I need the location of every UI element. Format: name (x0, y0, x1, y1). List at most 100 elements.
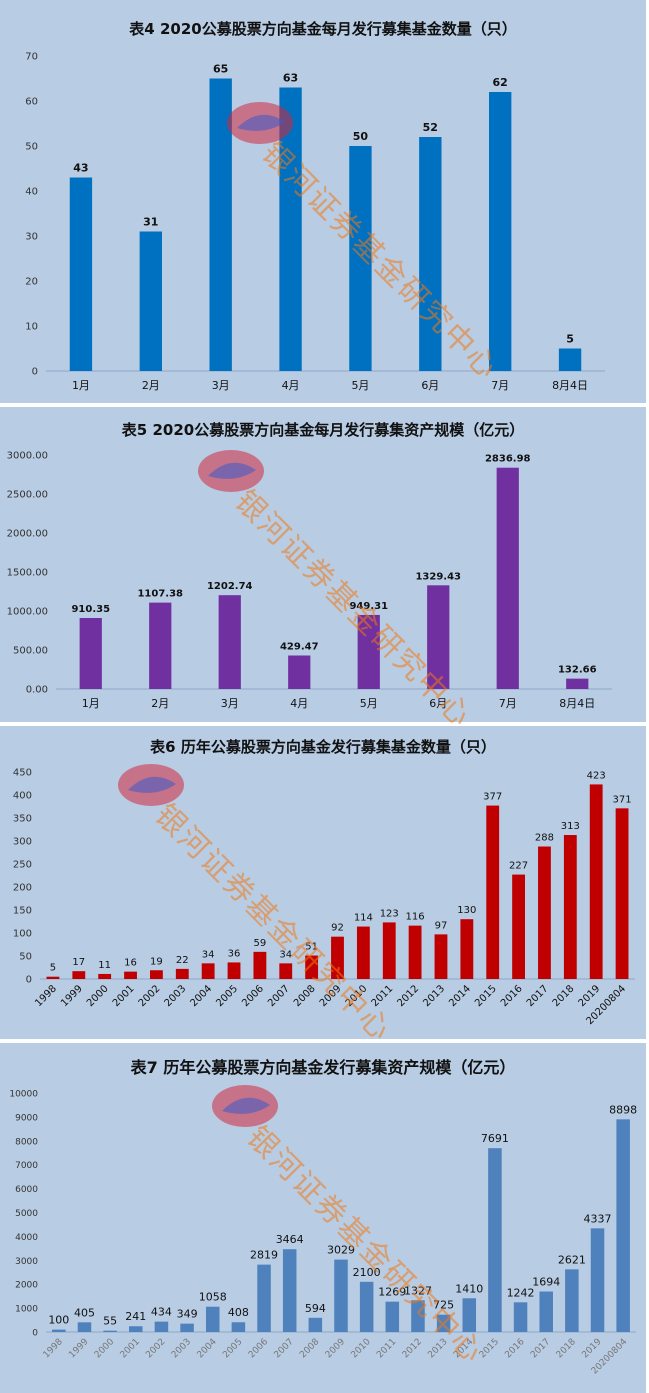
data-label: 51 (305, 942, 318, 953)
data-label: 288 (535, 833, 554, 844)
x-tick-label: 6月 (429, 697, 447, 710)
y-tick-label: 50 (19, 952, 32, 963)
x-tick-label: 5月 (360, 697, 378, 710)
bar (209, 78, 232, 371)
data-label: 2100 (353, 1266, 381, 1279)
bar (257, 1264, 271, 1332)
bar (282, 1249, 297, 1332)
data-label: 132.66 (558, 665, 597, 676)
bar-chart-monthly-assets: 0.00 500.00 1000.00 1500.00 2000.00 2500.00 30… (0, 407, 646, 722)
x-tick-label: 1月 (82, 697, 100, 710)
y-tick-label: 0 (32, 367, 38, 378)
data-label: 7691 (481, 1132, 509, 1145)
y-tick-label: 9000 (15, 1113, 38, 1123)
data-label: 34 (279, 949, 292, 960)
data-label: 34 (202, 949, 215, 960)
y-tick-label: 0.00 (26, 685, 48, 696)
bar (334, 1259, 348, 1332)
bar (460, 919, 474, 979)
data-label: 31 (143, 216, 158, 229)
data-label: 2819 (250, 1249, 278, 1262)
y-tick-label: 7000 (15, 1161, 38, 1171)
data-label: 3464 (276, 1233, 304, 1246)
bar (382, 922, 396, 979)
y-tick-label: 10 (25, 322, 38, 333)
x-tick-label: 1月 (72, 379, 90, 392)
y-tick-label: 500.00 (13, 646, 48, 657)
y-tick-label: 10000 (9, 1090, 38, 1100)
data-label: 1327 (404, 1284, 432, 1297)
data-label: 1058 (199, 1291, 227, 1304)
chart-panel-monthly-count: 0 10 20 30 40 50 60 70 43 1月 31 2月 65 3月 63 4月 50 5月 52 6月 6… (0, 0, 646, 403)
data-label: 63 (283, 72, 298, 85)
bar (79, 617, 102, 689)
y-tick-label: 2000 (15, 1281, 38, 1291)
data-label: 130 (457, 905, 476, 916)
bar (616, 1119, 630, 1332)
y-tick-label: 2500.00 (7, 490, 48, 501)
data-label: 11 (98, 960, 111, 971)
bar (305, 955, 319, 979)
y-tick-label: 30 (25, 232, 38, 243)
bar (356, 926, 370, 979)
y-tick-label: 3000 (15, 1257, 38, 1267)
y-tick-label: 2000.00 (7, 529, 48, 540)
data-label: 17 (72, 957, 85, 968)
data-label: 1202.74 (207, 581, 253, 592)
data-label: 405 (74, 1306, 95, 1319)
y-tick-label: 20 (25, 277, 38, 288)
data-label: 1694 (532, 1276, 560, 1289)
bar (231, 1322, 246, 1332)
data-label: 3029 (327, 1244, 355, 1257)
bar-chart-yearly-assets: 0 1000 2000 3000 4000 5000 6000 7000 8000 9000 100… (0, 1043, 646, 1393)
bar (357, 614, 380, 689)
bar (180, 1323, 194, 1332)
y-tick-label: 50 (25, 142, 38, 153)
x-tick-label: 4月 (282, 379, 300, 392)
data-label: 1410 (455, 1282, 483, 1295)
bar (154, 1321, 169, 1332)
y-tick-label: 1000 (15, 1305, 38, 1315)
chart-panel-yearly-assets: 0 1000 2000 3000 4000 5000 6000 7000 8000 9000 100… (0, 1043, 646, 1393)
y-tick-label: 3000.00 (7, 451, 48, 462)
bar (279, 87, 302, 371)
bar (419, 137, 442, 371)
data-label: 429.47 (280, 642, 319, 653)
bar (98, 973, 112, 979)
y-tick-label: 150 (13, 906, 32, 917)
x-tick-label: 5月 (351, 379, 369, 392)
data-label: 36 (228, 948, 241, 959)
data-label: 949.31 (349, 601, 388, 612)
bar (462, 1298, 477, 1332)
data-label: 1107.38 (137, 589, 183, 600)
y-tick-label: 70 (25, 52, 38, 63)
y-tick-label: 350 (13, 814, 32, 825)
bar (512, 874, 526, 979)
data-label: 16 (124, 958, 137, 969)
data-label: 59 (254, 938, 267, 949)
y-tick-label: 60 (25, 97, 38, 108)
data-label: 62 (493, 76, 508, 89)
bar (385, 1301, 400, 1332)
data-label: 116 (406, 912, 425, 923)
data-label: 313 (561, 821, 580, 832)
data-label: 52 (423, 121, 438, 134)
bar (359, 1281, 374, 1332)
y-tick-label: 1500.00 (7, 568, 48, 579)
chart-panel-yearly-count: 0 50 100 150 200 250 300 350 400 450 5 1998 17 1999 11… (0, 726, 646, 1039)
bar (124, 971, 137, 979)
bar (52, 1329, 66, 1332)
y-tick-label: 8000 (15, 1137, 38, 1147)
bar (496, 467, 519, 689)
x-tick-label: 2月 (142, 379, 160, 392)
y-tick-label: 40 (25, 187, 38, 198)
bar (46, 976, 60, 979)
bar (513, 1302, 528, 1332)
x-tick-label: 3月 (212, 379, 230, 392)
data-label: 408 (228, 1306, 249, 1319)
bar (411, 1300, 425, 1332)
bar (589, 784, 603, 979)
bar-chart-monthly-count: 0 10 20 30 40 50 60 70 43 1月 31 2月 65 3月 63 4月 50 5月 52 6月 6… (0, 0, 646, 403)
x-tick-label: 8月4日 (552, 379, 588, 392)
data-label: 434 (151, 1306, 172, 1319)
